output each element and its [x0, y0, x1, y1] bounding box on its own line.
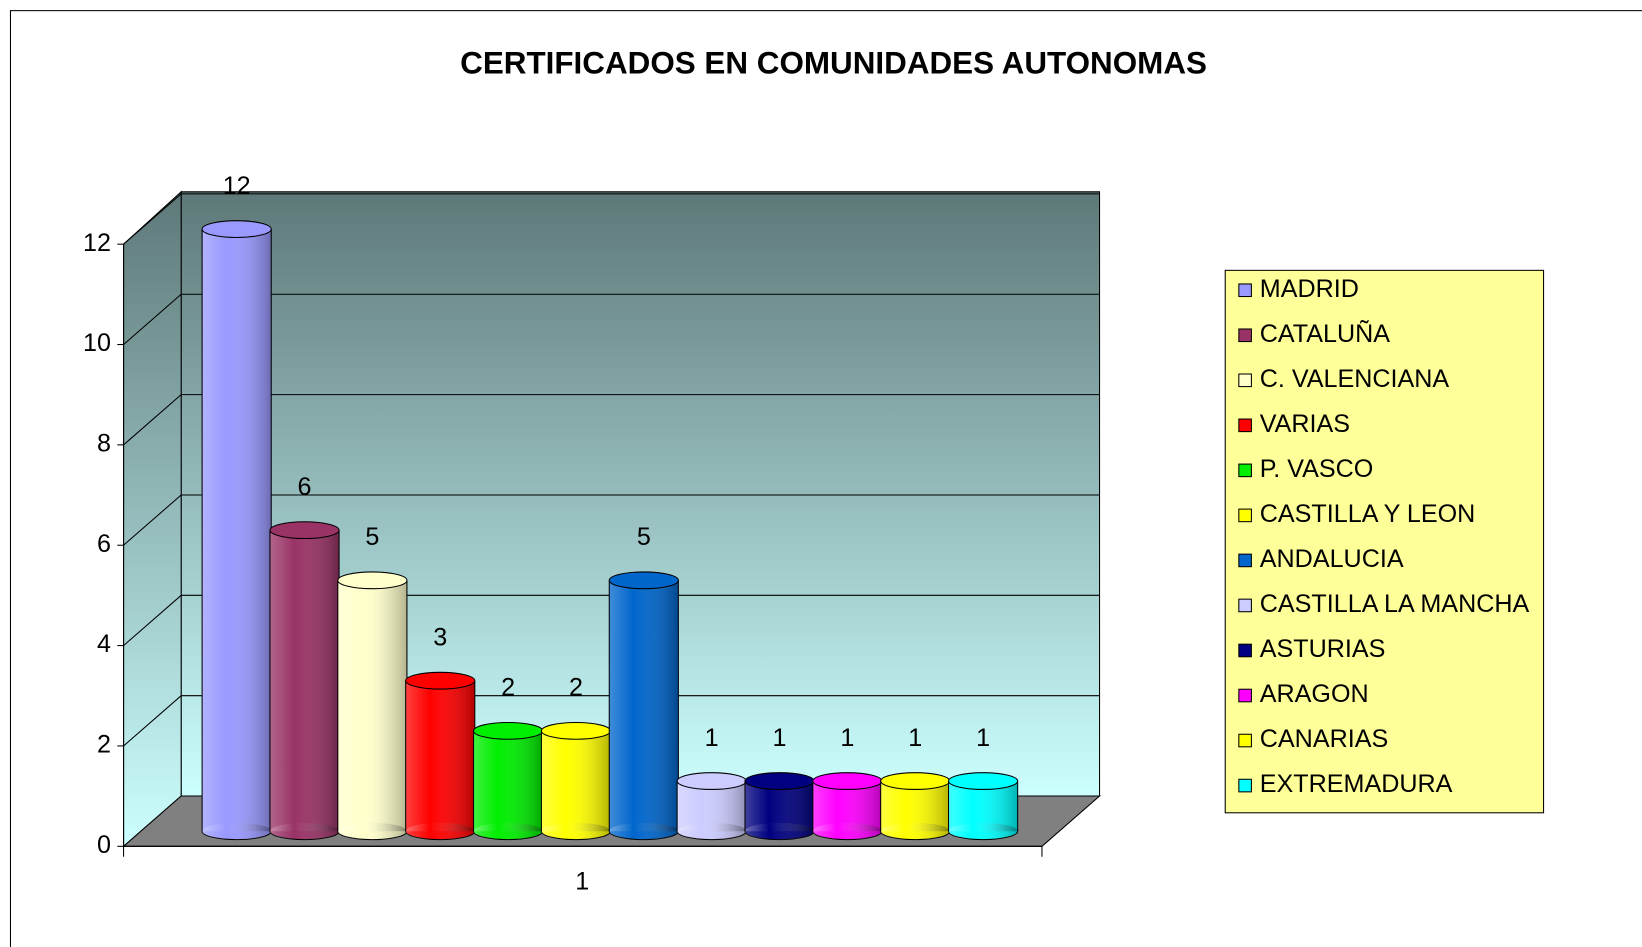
- legend-swatch: [1238, 643, 1252, 658]
- bar-bottom-shade: [202, 822, 272, 840]
- y-tick-label: 0: [97, 831, 111, 859]
- data-label: 3: [433, 623, 447, 651]
- grid-line: [123, 394, 182, 446]
- bar-shade: [609, 580, 679, 832]
- legend-label: ARAGON: [1260, 680, 1369, 708]
- bar-top: [337, 571, 408, 590]
- bar-group: 3: [405, 623, 476, 841]
- bar-bottom-shade: [948, 822, 1018, 840]
- bar-shade: [202, 229, 272, 832]
- bar-shade: [541, 730, 611, 832]
- bar-top: [744, 772, 815, 790]
- data-label: 2: [569, 674, 583, 702]
- legend-swatch: [1238, 463, 1252, 478]
- bar-top: [880, 772, 951, 790]
- bar-bottom-shade: [677, 822, 747, 840]
- bar-bottom-shade: [541, 822, 611, 840]
- legend: [1224, 269, 1545, 814]
- legend-swatch: [1238, 283, 1252, 298]
- data-label: 1: [705, 724, 719, 752]
- legend-swatch: [1238, 598, 1252, 613]
- bar-group: 12: [201, 172, 272, 841]
- bar-group: 5: [608, 523, 679, 841]
- bar-top: [201, 220, 272, 238]
- legend-label: C. VALENCIANA: [1260, 365, 1450, 393]
- bar-group: 6: [269, 473, 340, 841]
- legend-label: CASTILLA LA MANCHA: [1260, 590, 1530, 618]
- bar-group: 5: [337, 523, 408, 841]
- bar-group: 2: [473, 674, 544, 841]
- bar-group: 1: [812, 724, 883, 841]
- y-tick-label: 10: [83, 329, 111, 357]
- bar-top: [948, 772, 1019, 790]
- bar-bottom-shade: [405, 822, 475, 840]
- bar-top: [540, 721, 612, 740]
- legend-swatch: [1238, 328, 1252, 343]
- bar-shade: [405, 680, 475, 832]
- chart-title: CERTIFICADOS EN COMUNIDADES AUTONOMAS: [460, 45, 1207, 80]
- bar-group: 2: [540, 674, 612, 841]
- legend-swatch: [1238, 688, 1252, 703]
- data-label: 2: [501, 674, 515, 702]
- legend-swatch: [1238, 373, 1252, 388]
- grid-line: [123, 695, 182, 747]
- legend-label: VARIAS: [1260, 410, 1350, 438]
- bar-top: [473, 721, 544, 740]
- data-label: 1: [908, 724, 922, 752]
- data-label: 1: [976, 724, 990, 752]
- grid-line: [123, 193, 182, 245]
- bar-group: 1: [880, 724, 951, 841]
- legend-label: P. VASCO: [1260, 455, 1374, 483]
- bar-group: 1: [948, 724, 1019, 841]
- legend-label: ANDALUCIA: [1260, 545, 1404, 573]
- bar-top: [608, 571, 679, 590]
- legend-swatch: [1238, 733, 1252, 748]
- grid-line: [123, 594, 182, 646]
- side-wall: [123, 190, 182, 848]
- legend-swatch: [1238, 418, 1252, 433]
- data-label: 5: [637, 523, 651, 551]
- x-tick-label: 1: [575, 868, 589, 896]
- bar-top: [812, 772, 883, 790]
- bar-shade: [337, 580, 407, 832]
- legend-label: ASTURIAS: [1260, 635, 1386, 663]
- bar-top: [405, 671, 476, 690]
- data-label: 6: [298, 473, 312, 501]
- y-tick-label: 2: [97, 731, 111, 759]
- legend-label: CASTILLA Y LEON: [1260, 500, 1476, 528]
- grid-line: [123, 494, 182, 546]
- bar-bottom-shade: [269, 822, 340, 840]
- legend-swatch: [1238, 508, 1252, 523]
- data-label: 1: [773, 724, 787, 752]
- y-tick-label: 4: [97, 630, 111, 658]
- bar-bottom-shade: [609, 822, 679, 840]
- bar-group: 1: [744, 724, 815, 841]
- y-tick-label: 12: [83, 229, 111, 257]
- data-label: 5: [365, 523, 379, 551]
- bar-bottom-shade: [337, 822, 407, 840]
- bar-bottom-shade: [744, 822, 815, 840]
- chart-frame: [9, 10, 1642, 947]
- bar-top: [676, 772, 747, 790]
- legend-label: CATALUÑA: [1260, 319, 1391, 348]
- legend-label: EXTREMADURA: [1260, 770, 1453, 798]
- bar-bottom-shade: [880, 822, 950, 840]
- data-label: 1: [840, 724, 854, 752]
- legend-label: CANARIAS: [1260, 725, 1388, 753]
- legend-swatch: [1238, 553, 1252, 568]
- data-label: 12: [223, 172, 251, 200]
- bar-shade: [473, 730, 543, 832]
- y-tick-label: 8: [97, 430, 111, 458]
- bar-bottom-shade: [473, 822, 543, 840]
- grid-line: [123, 293, 182, 345]
- legend-label: MADRID: [1260, 275, 1359, 303]
- bar-bottom-shade: [812, 822, 882, 840]
- bar-top: [269, 521, 340, 540]
- y-tick-label: 6: [97, 530, 111, 558]
- bar-shade: [269, 530, 340, 832]
- legend-swatch: [1238, 778, 1252, 793]
